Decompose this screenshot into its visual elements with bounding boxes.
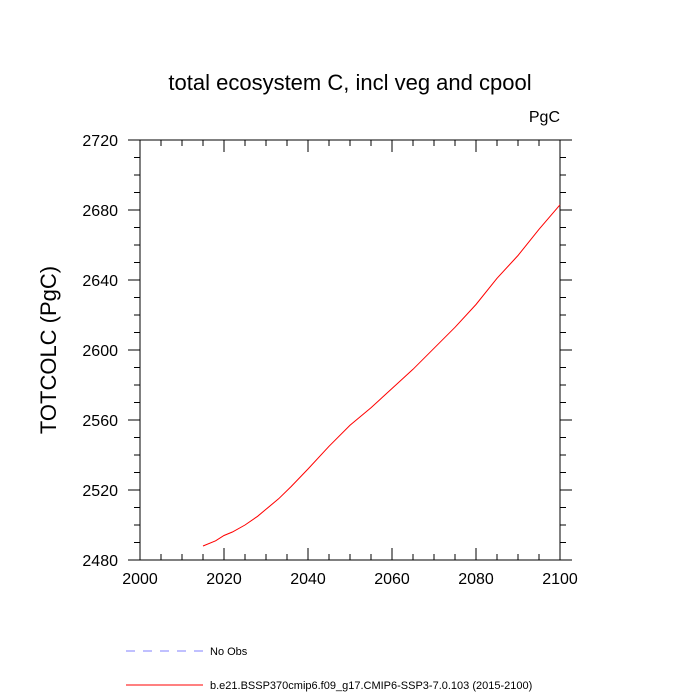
y-axis-label: TOTCOLC (PgC) <box>36 266 61 434</box>
legend: No Obs b.e21.BSSP370cmip6.f09_g17.CMIP6-… <box>126 646 532 692</box>
x-tick-label: 2040 <box>290 571 326 588</box>
x-tick-labels: 2000 2020 2040 2060 2080 2100 <box>122 571 578 588</box>
y-tick-label: 2720 <box>82 133 118 150</box>
units-label: PgC <box>529 109 560 126</box>
y-tick-label: 2560 <box>82 413 118 430</box>
plot-frame <box>139 139 561 561</box>
x-tick-label: 2080 <box>458 571 494 588</box>
y-tick-label: 2680 <box>82 203 118 220</box>
series-line-1 <box>202 204 561 547</box>
x-tick-label: 2060 <box>374 571 410 588</box>
y-tick-label: 2640 <box>82 273 118 290</box>
legend-label-no-obs: No Obs <box>210 646 248 658</box>
y-tick-label: 2520 <box>82 483 118 500</box>
series-lines <box>202 204 561 547</box>
legend-label-model-run: b.e21.BSSP370cmip6.f09_g17.CMIP6-SSP3-7.… <box>210 680 532 692</box>
x-tick-label: 2000 <box>122 571 158 588</box>
y-tick-label: 2480 <box>82 553 118 570</box>
y-tick-labels: 2480 2520 2560 2600 2640 2680 2720 <box>82 133 118 570</box>
y-tick-label: 2600 <box>82 343 118 360</box>
x-tick-label: 2100 <box>542 571 578 588</box>
chart-title: total ecosystem C, incl veg and cpool <box>168 70 531 95</box>
x-tick-label: 2020 <box>206 571 242 588</box>
minor-ticks <box>134 140 566 560</box>
major-ticks <box>128 139 572 561</box>
